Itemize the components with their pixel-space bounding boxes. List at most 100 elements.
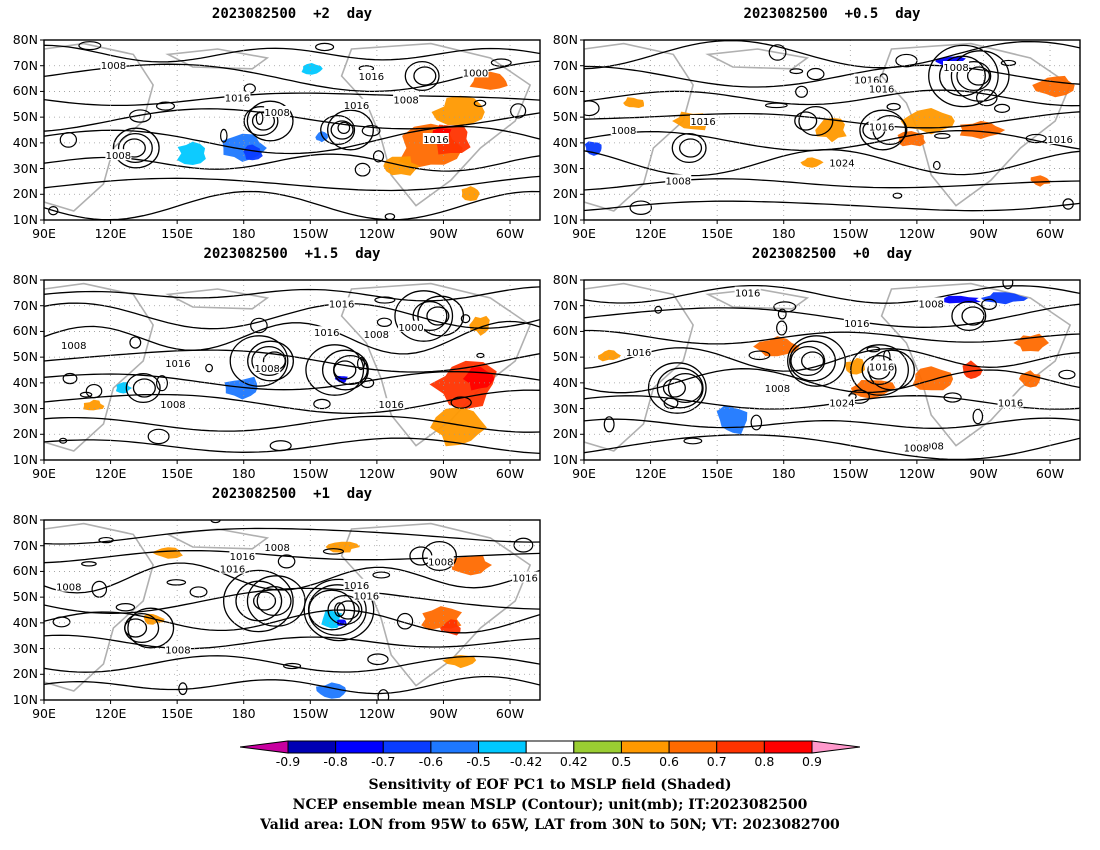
sensitivity-shading <box>461 186 480 201</box>
pressure-center-contour <box>336 600 360 620</box>
isobar-contour <box>44 286 540 302</box>
small-contour <box>886 102 901 111</box>
colorbar-swatch <box>620 740 670 754</box>
pressure-center-contour <box>850 344 909 396</box>
lat-axis-label: 80N <box>552 272 578 287</box>
contour-label-bg <box>343 578 370 590</box>
pressure-center-contour <box>801 351 825 371</box>
isobar-contour <box>584 417 1080 429</box>
colorbar-swatch <box>335 740 384 754</box>
lat-axis-label: 30N <box>12 640 38 656</box>
lon-axis-label: 180 <box>231 706 256 721</box>
panel-title: 2023082500 +0 day <box>751 246 913 262</box>
lon-axis-label: 120E <box>634 466 667 481</box>
lon-axis-label: 120W <box>898 466 935 481</box>
pressure-center-contour <box>307 584 367 636</box>
lat-axis-label: 10N <box>552 452 578 467</box>
panel-title: 2023082500 +2 day <box>211 6 373 22</box>
coastline <box>880 282 1072 447</box>
contour-label: 1016 <box>869 122 894 133</box>
lat-axis-label: 20N <box>552 186 578 202</box>
pressure-center-contour <box>421 540 458 572</box>
contour-label-bg <box>943 61 969 72</box>
contour-label: 1016 <box>344 581 369 592</box>
contour-label-bg <box>665 174 692 186</box>
lon-axis-label: 120W <box>898 226 935 241</box>
map-plot: 1008 1016 1016 1016 1008 1000 1008 1016 1008 <box>40 39 541 224</box>
small-contour <box>683 437 703 445</box>
sensitivity-shading <box>430 406 487 447</box>
small-contour <box>603 416 615 433</box>
contour-label-bg <box>229 550 256 561</box>
contour-label-bg <box>903 441 930 453</box>
lon-axis-label: 90E <box>32 226 56 241</box>
sensitivity-shading <box>83 399 105 411</box>
map-layers: 1008 1016 1016 1016 1008 1000 1008 1016 1008 <box>44 40 540 220</box>
colorbar-high-extend <box>811 740 860 754</box>
small-contour <box>806 67 825 81</box>
contour-label-bg <box>358 70 385 81</box>
lon-axis-label: 90E <box>572 466 596 481</box>
contour-label: 1016 <box>735 289 760 300</box>
contour-label: 1024 <box>829 158 854 169</box>
colorbar-swatch <box>573 740 622 754</box>
contour-label: 1016 <box>998 398 1023 409</box>
contour-label: 1008 <box>428 557 453 568</box>
lon-axis-label: 120E <box>634 226 667 241</box>
map-layers: 1008 1016 1016 1008 1000 1008 1016 1008 1016 <box>44 280 540 460</box>
colorbar-tick-label: -0.8 <box>323 754 348 769</box>
coastline <box>584 42 694 212</box>
sensitivity-shading <box>815 117 847 143</box>
small-contour <box>764 102 788 109</box>
contour-label-bg <box>734 286 761 298</box>
small-contour <box>513 537 534 553</box>
pressure-center-contour <box>667 372 703 404</box>
isobar-contour <box>584 149 1080 177</box>
small-contour <box>277 554 296 569</box>
lon-axis-label: 90W <box>429 466 458 481</box>
colorbar-tick-label: -0.42 <box>510 754 543 769</box>
small-contour <box>48 206 59 216</box>
sensitivity-shading <box>980 292 1029 305</box>
isobar-contour <box>44 92 540 107</box>
small-contour <box>629 200 653 215</box>
map-panel-plus-2-day: 2023082500 +2 day 1008 1016 1016 1016 1008 10… <box>0 0 550 245</box>
lon-axis-label: 90W <box>429 226 458 241</box>
pressure-center-contour <box>327 109 374 151</box>
small-contour <box>255 111 264 126</box>
contour-label-bg <box>427 555 454 567</box>
colorbar-tick-label: 0.6 <box>659 754 680 769</box>
small-contour <box>250 317 268 334</box>
isobar-contour <box>44 609 540 634</box>
small-contour <box>79 391 93 398</box>
contour-label: 1016 <box>314 328 339 339</box>
small-contour <box>473 99 487 108</box>
isobar-contour <box>44 562 540 594</box>
pressure-center-contour <box>789 340 837 382</box>
small-contour <box>396 612 414 630</box>
map-frame <box>43 39 541 221</box>
contour-label-bg <box>462 66 489 78</box>
contour-label: 1016 <box>230 552 255 563</box>
contour-label-bg <box>343 98 370 110</box>
lon-axis-label: 90E <box>32 706 56 721</box>
colorbar-low-extend <box>240 740 289 754</box>
small-contour <box>166 579 187 586</box>
contour-label: 1008 <box>61 341 86 352</box>
small-contour <box>1002 280 1014 290</box>
lat-axis-label: 80N <box>12 272 38 287</box>
contour-label: 1016 <box>165 359 190 370</box>
coastline <box>165 288 270 310</box>
contour-label-bg <box>918 439 945 451</box>
isobar-contour <box>584 111 1080 129</box>
map-panel-plus-0-day: 2023082500 +0 day 1016 1008 1016 1016 1008 10… <box>540 240 1100 485</box>
lat-axis-label: 10N <box>12 212 38 227</box>
colorbar-tick-label: -0.9 <box>275 754 301 769</box>
colorbar-tick-label: 0.9 <box>802 754 822 769</box>
small-contour <box>81 561 97 567</box>
lon-axis-label: 150E <box>161 706 194 721</box>
small-contour <box>78 41 102 51</box>
small-contour <box>189 586 208 598</box>
coastline <box>705 48 810 70</box>
